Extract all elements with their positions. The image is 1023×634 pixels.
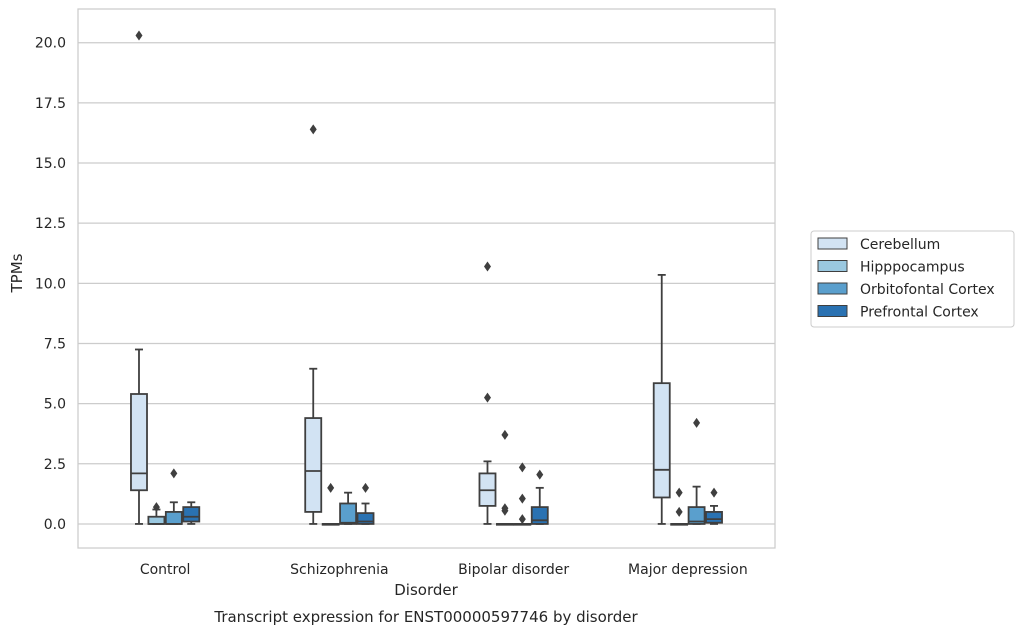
box-hipppocampus [670, 487, 689, 526]
iqr-box [652, 382, 671, 499]
outlier-point [536, 469, 544, 480]
box-orbitofontal-cortex [339, 491, 358, 525]
iqr-box [130, 393, 148, 492]
legend-label: Hipppocampus [860, 260, 965, 276]
box-hipppocampus [147, 502, 166, 525]
iqr-box [687, 506, 706, 525]
legend-label: Prefrontal Cortex [860, 305, 979, 321]
x-axis-title: Disorder [394, 581, 458, 599]
y-tick-labels: 0.0 2.5 5.0 7.5 10.0 12.5 15.0 17.5 20.0 [35, 36, 66, 533]
box-cerebellum [652, 273, 671, 525]
box-cerebellum [304, 124, 323, 525]
plot-frame [77, 8, 776, 549]
legend-swatch [817, 305, 848, 317]
box-cerebellum [130, 30, 148, 525]
box-orbitofontal-cortex [687, 417, 706, 525]
outlier-point [309, 124, 317, 135]
box-cerebellum [478, 261, 497, 525]
legend-frame [810, 230, 1015, 328]
outlier-point [518, 514, 526, 525]
iqr-box [705, 511, 723, 524]
y-tick-label: 0.0 [44, 517, 66, 533]
y-tick-label: 2.5 [44, 457, 66, 473]
outlier-point [170, 468, 178, 479]
outlier-point [675, 487, 683, 498]
chart-title: Transcript expression for ENST0000059774… [213, 608, 638, 626]
outlier-point [501, 429, 509, 440]
y-tick-label: 15.0 [35, 156, 66, 172]
box-orbitofontal-cortex [164, 468, 183, 525]
outlier-point [693, 417, 701, 428]
x-tick-labels: Control Schizophrenia Bipolar disorder Majo… [140, 562, 748, 578]
legend-swatch [817, 237, 848, 250]
iqr-box [182, 506, 201, 523]
box-prefrontal-cortex [705, 487, 723, 525]
outlier-point [483, 261, 491, 272]
y-tick-label: 20.0 [35, 36, 66, 52]
legend-label: Cerebellum [860, 237, 940, 253]
x-tick-label: Schizophrenia [290, 562, 388, 578]
outlier-point [135, 30, 143, 41]
outlier-point [362, 482, 370, 493]
outlier-point [483, 392, 491, 403]
y-tick-label: 17.5 [35, 96, 66, 112]
box-groups [130, 30, 723, 526]
outlier-point [710, 487, 718, 498]
y-tick-label: 5.0 [44, 397, 66, 413]
iqr-box [339, 502, 358, 525]
outlier-point [518, 493, 526, 504]
outlier-point [518, 462, 526, 473]
outlier-point [675, 506, 683, 517]
legend: Cerebellum Hipppocampus Orbitofontal Corte… [810, 230, 1015, 328]
legend-swatch [817, 260, 848, 272]
x-tick-label: Major depression [628, 562, 748, 578]
legend-label: Orbitofontal Cortex [860, 282, 995, 298]
box-hipppocampus [495, 429, 514, 526]
iqr-box [530, 506, 549, 525]
iqr-box [356, 512, 375, 525]
legend-swatch [817, 282, 848, 295]
iqr-box [304, 417, 323, 513]
y-tick-label: 12.5 [35, 216, 66, 232]
iqr-box [164, 511, 183, 525]
box-prefrontal-cortex [356, 482, 375, 525]
y-tick-label: 10.0 [35, 276, 66, 292]
box-prefrontal-cortex [530, 469, 549, 525]
outlier-point [327, 482, 335, 493]
y-tick-label: 7.5 [44, 336, 66, 352]
box-prefrontal-cortex [182, 501, 201, 525]
x-tick-label: Bipolar disorder [458, 562, 569, 578]
box-hipppocampus [321, 482, 340, 526]
outlier-point [501, 503, 509, 514]
outlier-point [152, 502, 160, 513]
x-tick-label: Control [140, 562, 191, 578]
y-axis-title: TPMs [8, 253, 26, 293]
box-orbitofontal-cortex [513, 462, 532, 526]
iqr-box [147, 515, 166, 525]
